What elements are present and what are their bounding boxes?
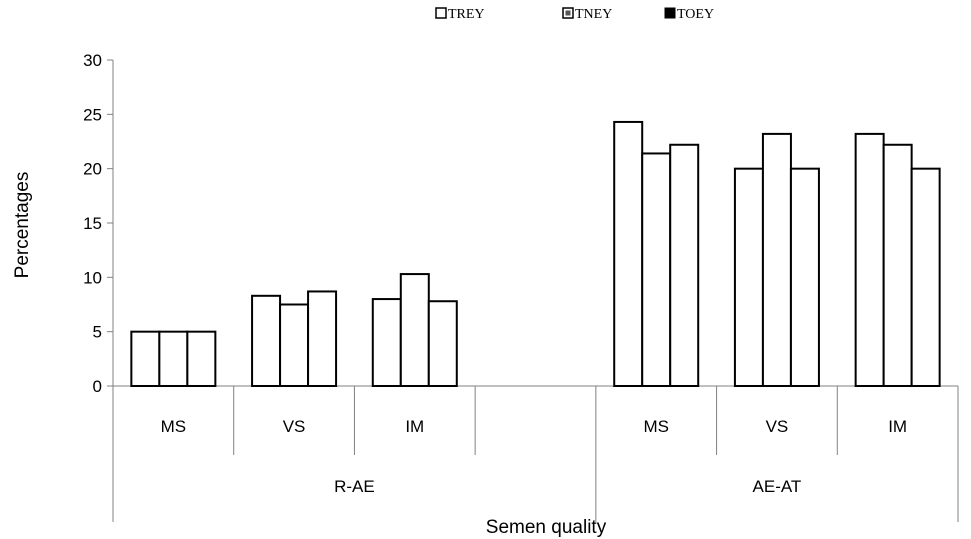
legend-label-toey: TOEY <box>677 7 714 22</box>
x-group-label: R-AE <box>334 477 375 496</box>
y-tick-label: 5 <box>93 323 102 342</box>
x-category-label: VS <box>766 417 789 436</box>
bar-toey <box>186 330 217 387</box>
y-tick-label: 30 <box>83 51 102 70</box>
legend-swatch-pattern <box>565 10 571 16</box>
x-category-label: IM <box>888 417 907 436</box>
bar-tney <box>158 330 189 387</box>
x-axis-title: Semen quality <box>486 517 607 538</box>
bar-trey <box>613 120 644 387</box>
bar-trey <box>130 330 161 387</box>
x-category-label: MS <box>161 417 187 436</box>
x-group-label: AE-AT <box>753 477 802 496</box>
bar-trey <box>854 132 885 387</box>
bar-tney <box>641 152 672 387</box>
bar-tney <box>279 303 310 387</box>
x-axis: MS VS IM MS VS IM R-AE AE-AT <box>112 385 959 522</box>
x-category-label: IM <box>405 417 424 436</box>
bar-tney <box>399 273 430 387</box>
bar-toey <box>789 167 820 387</box>
bar-tney <box>882 143 913 387</box>
y-tick-label: 0 <box>93 377 102 396</box>
y-tick-label: 25 <box>83 105 102 124</box>
bar-trey <box>251 294 282 388</box>
x-category-label: MS <box>643 417 669 436</box>
bar-toey <box>910 167 941 387</box>
y-axis-title: Percentages <box>12 172 33 279</box>
y-tick-label: 20 <box>83 160 102 179</box>
legend: TREY TNEY TOEY <box>435 7 714 22</box>
y-tick-label: 15 <box>83 214 102 233</box>
y-tick-label: 10 <box>83 268 102 287</box>
legend-label-tney: TNEY <box>575 7 612 22</box>
bar-toey <box>669 143 700 387</box>
bar-trey <box>371 298 402 388</box>
bars <box>130 120 941 388</box>
x-category-label: VS <box>283 417 306 436</box>
legend-label-trey: TREY <box>448 7 485 22</box>
bar-toey <box>307 290 338 387</box>
y-axis: 0 5 10 15 20 25 30 <box>83 51 114 396</box>
bar-tney <box>761 132 792 387</box>
bar-toey <box>427 300 458 387</box>
bar-trey <box>733 167 764 387</box>
legend-swatch-trey <box>435 7 447 19</box>
legend-swatch-toey <box>664 7 676 19</box>
